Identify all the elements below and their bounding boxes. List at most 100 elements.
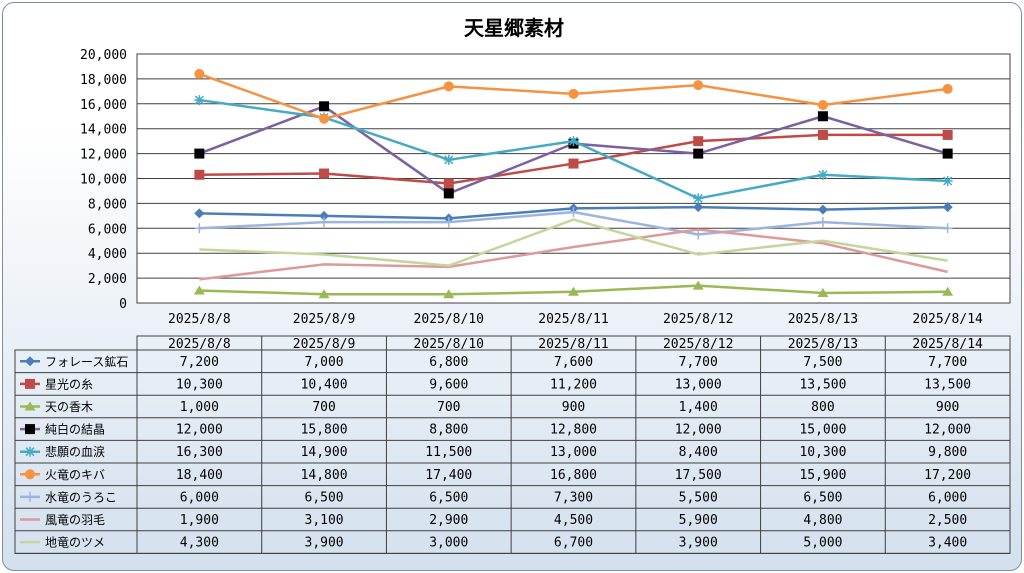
data-point-marker	[25, 356, 35, 367]
table-cell: 7,700	[928, 355, 967, 370]
y-tick-label: 8,000	[88, 197, 127, 212]
x-tick-label: 2025/8/9	[293, 312, 356, 327]
y-tick-label: 14,000	[80, 123, 127, 138]
table-cell: 13,000	[550, 445, 597, 460]
table-cell: 2,900	[429, 513, 468, 528]
table-cell: 9,800	[928, 445, 967, 460]
table-cell: 3,100	[305, 513, 344, 528]
y-tick-label: 2,000	[88, 272, 127, 287]
data-point-marker	[817, 288, 829, 298]
table-cell: 17,500	[675, 468, 722, 483]
data-point-marker	[443, 154, 454, 165]
data-point-marker	[194, 169, 205, 180]
table-cell: 7,600	[554, 355, 593, 370]
data-point-marker	[319, 210, 330, 221]
data-point-marker	[193, 285, 205, 295]
table-cell: 9,600	[429, 377, 468, 392]
table-row-label: 地竜のツメ	[45, 536, 105, 550]
data-point-marker	[693, 193, 704, 204]
table-header-cell: 2025/8/10	[414, 337, 484, 352]
table-cell: 13,000	[675, 377, 722, 392]
table-cell: 5,900	[679, 513, 718, 528]
table-cell: 14,900	[301, 445, 348, 460]
table-cell: 13,500	[799, 377, 846, 392]
legend-key	[20, 356, 40, 367]
table-row-label: 星光の糸	[45, 377, 93, 391]
x-tick-label: 2025/8/10	[414, 312, 484, 327]
table-cell: 10,300	[176, 377, 223, 392]
y-tick-label: 16,000	[80, 98, 127, 113]
table-row-label: フォレース鉱石	[45, 354, 128, 369]
data-point-marker	[942, 286, 954, 296]
y-tick-label: 4,000	[88, 247, 127, 262]
table-cell: 7,700	[679, 355, 718, 370]
table-cell: 4,300	[180, 536, 219, 551]
data-point-marker	[817, 217, 828, 228]
data-point-marker	[693, 136, 704, 147]
series-line	[199, 228, 948, 281]
table-row-label: 火竜のキバ	[45, 468, 105, 482]
table-header-cell: 2025/8/8	[168, 337, 231, 352]
table-row-label: 天の香木	[45, 400, 93, 414]
series-2	[194, 129, 953, 189]
table-cell: 11,500	[425, 445, 472, 460]
data-point-marker	[692, 280, 704, 290]
data-point-marker	[942, 223, 953, 234]
data-point-marker	[942, 175, 953, 186]
table-cell: 6,000	[180, 490, 219, 505]
data-point-marker	[25, 446, 35, 457]
data-point-marker	[817, 169, 828, 180]
table-cell: 3,400	[928, 536, 967, 551]
data-point-marker	[443, 188, 454, 199]
data-point-marker	[443, 81, 454, 92]
table-cell: 7,500	[803, 355, 842, 370]
y-tick-label: 12,000	[80, 148, 127, 163]
data-point-marker	[194, 95, 205, 106]
table-cell: 900	[936, 400, 959, 415]
table-cell: 6,700	[554, 536, 593, 551]
series-line	[199, 218, 948, 267]
data-point-marker	[693, 202, 704, 213]
data-point-marker	[25, 378, 35, 389]
data-point-marker	[443, 289, 455, 299]
data-point-marker	[443, 217, 454, 228]
data-point-marker	[194, 223, 205, 234]
data-point-marker	[319, 217, 330, 228]
legend-key	[20, 401, 40, 411]
data-point-marker	[942, 148, 953, 159]
table-cell: 16,300	[176, 445, 223, 460]
table-cell: 4,800	[803, 513, 842, 528]
legend-key	[20, 491, 40, 502]
legend-key	[20, 378, 40, 389]
data-point-marker	[693, 148, 704, 159]
data-point-marker	[25, 424, 35, 435]
data-point-marker	[443, 178, 454, 189]
table-cell: 6,000	[928, 490, 967, 505]
table-cell: 6,500	[429, 490, 468, 505]
series-8	[199, 228, 948, 281]
x-tick-label: 2025/8/14	[912, 312, 983, 327]
table-cell: 7,200	[180, 355, 219, 370]
data-point-marker	[942, 202, 953, 213]
table-cell: 15,800	[301, 423, 348, 438]
data-point-marker	[817, 111, 828, 122]
data-point-marker	[817, 204, 828, 215]
table-cell: 700	[437, 400, 460, 415]
table-cell: 3,900	[679, 536, 718, 551]
x-tick-label: 2025/8/12	[663, 312, 733, 327]
data-point-marker	[24, 401, 36, 411]
table-header-cell: 2025/8/9	[293, 337, 356, 352]
table-cell: 17,400	[425, 468, 472, 483]
series-layer	[193, 68, 954, 299]
data-table: 2025/8/8 2025/8/9 2025/8/10 2025/8/11 2025/8…	[14, 335, 1011, 554]
data-point-marker	[568, 158, 579, 169]
table-cell: 18,400	[176, 468, 223, 483]
table-cell: 10,400	[301, 377, 348, 392]
table-cell: 6,800	[429, 355, 468, 370]
table-cell: 8,400	[679, 445, 718, 460]
table-cell: 1,000	[180, 400, 219, 415]
x-tick-label: 2025/8/11	[538, 312, 608, 327]
table-cell: 4,500	[554, 513, 593, 528]
table-cell: 7,000	[305, 355, 344, 370]
legend-key	[20, 424, 40, 435]
